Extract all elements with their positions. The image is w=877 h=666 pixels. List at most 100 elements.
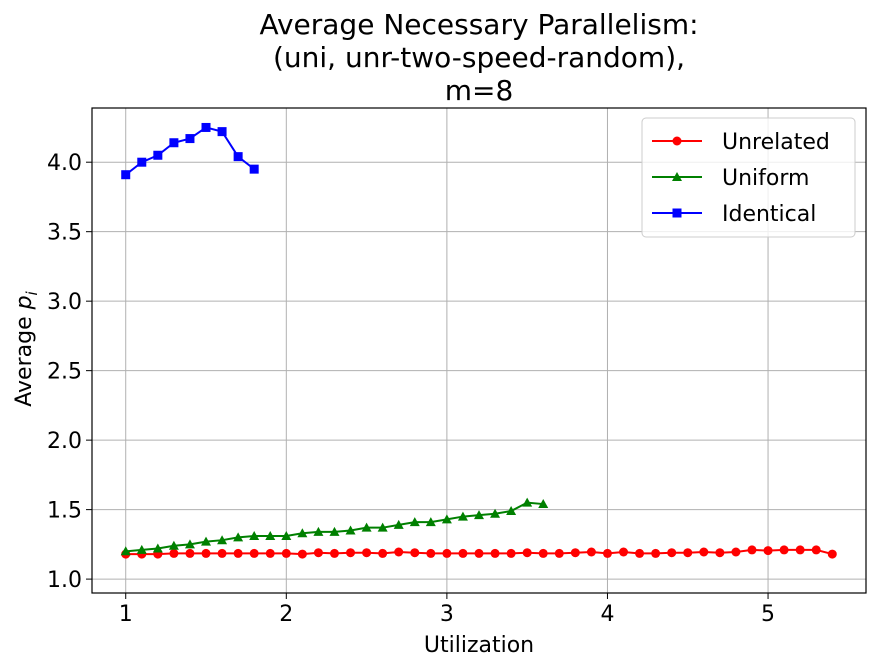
data-point-unrelated <box>490 548 500 558</box>
legend-label-unrelated: Unrelated <box>722 130 830 155</box>
data-point-uniform <box>184 539 195 549</box>
x-tick-label: 4 <box>600 602 614 627</box>
data-point-unrelated <box>683 548 693 558</box>
x-tick-label: 3 <box>440 602 454 627</box>
series-unrelated <box>121 545 837 559</box>
data-point-unrelated <box>329 548 339 558</box>
data-point-identical <box>233 152 243 162</box>
chart-title: Average Necessary Parallelism: (uni, unr… <box>259 8 698 107</box>
y-tick-label: 1.0 <box>47 568 82 593</box>
data-point-uniform <box>522 497 533 507</box>
data-point-unrelated <box>410 548 420 558</box>
data-point-identical <box>169 138 179 148</box>
data-point-unrelated <box>362 548 372 558</box>
data-point-unrelated <box>619 547 629 557</box>
data-point-unrelated <box>699 547 709 557</box>
y-tick-label: 1.5 <box>47 499 82 524</box>
data-point-unrelated <box>506 548 516 558</box>
data-point-unrelated <box>747 545 757 555</box>
series-layer <box>120 122 837 559</box>
data-point-unrelated <box>635 548 645 558</box>
data-point-unrelated <box>715 548 725 558</box>
data-point-unrelated <box>249 548 259 558</box>
data-point-identical <box>185 134 195 144</box>
data-point-unrelated <box>538 548 548 558</box>
data-point-uniform <box>377 522 388 532</box>
legend-label-uniform: Uniform <box>722 166 809 191</box>
axis-ticks: 1 2 3 4 5 1.0 1.5 2.0 2.5 3.0 3.5 4.0 <box>47 151 775 627</box>
title-line-3: m=8 <box>445 74 514 107</box>
y-tick-label: 3.0 <box>47 290 82 315</box>
legend: Unrelated Uniform Identical <box>641 117 856 238</box>
data-point-unrelated <box>346 548 356 558</box>
x-tick-label: 2 <box>279 602 293 627</box>
legend-item-uniform: Uniform <box>652 166 809 191</box>
data-point-unrelated <box>586 547 596 557</box>
legend-box <box>641 117 856 238</box>
legend-item-identical: Identical <box>652 202 816 227</box>
data-point-uniform <box>490 508 501 518</box>
data-point-unrelated <box>297 549 307 559</box>
data-point-uniform <box>474 510 484 520</box>
legend-label-identical: Identical <box>722 202 816 227</box>
data-point-uniform <box>457 511 468 521</box>
data-point-uniform <box>136 544 147 554</box>
data-point-unrelated <box>169 548 179 558</box>
data-point-unrelated <box>811 545 821 555</box>
y-tick-label: 2.0 <box>47 429 82 454</box>
data-point-unrelated <box>201 548 211 558</box>
data-point-unrelated <box>281 548 291 558</box>
data-point-uniform <box>297 528 308 538</box>
data-point-unrelated <box>217 548 227 558</box>
title-line-2: (uni, unr-two-speed-random), <box>273 41 685 74</box>
data-point-uniform <box>393 519 404 529</box>
data-point-uniform <box>345 525 356 535</box>
data-point-uniform <box>441 514 452 524</box>
data-point-unrelated <box>731 547 741 557</box>
data-point-unrelated <box>763 546 773 556</box>
data-point-unrelated <box>474 548 484 558</box>
data-point-uniform <box>152 543 163 553</box>
grid <box>92 108 866 593</box>
data-point-uniform <box>329 526 340 536</box>
y-axis-label-subscript: i <box>23 290 41 295</box>
legend-item-unrelated: Unrelated <box>652 130 830 155</box>
data-point-identical <box>217 127 227 137</box>
data-point-uniform <box>281 531 292 541</box>
data-point-uniform <box>313 526 324 536</box>
data-point-unrelated <box>378 548 388 558</box>
data-point-unrelated <box>426 548 436 558</box>
x-tick-label: 1 <box>119 602 133 627</box>
data-point-unrelated <box>313 548 323 558</box>
data-point-identical <box>201 122 211 132</box>
data-point-unrelated <box>233 548 243 558</box>
data-point-identical <box>121 170 131 180</box>
legend-marker-identical <box>672 208 682 218</box>
y-axis-label-symbol: p <box>12 295 37 310</box>
data-point-uniform <box>217 535 228 545</box>
data-point-unrelated <box>185 548 195 558</box>
data-point-unrelated <box>667 548 677 558</box>
data-point-uniform <box>168 540 179 550</box>
legend-marker-unrelated <box>672 136 682 146</box>
y-tick-label: 4.0 <box>47 151 82 176</box>
x-tick-label: 5 <box>761 602 775 627</box>
data-point-uniform <box>506 506 517 516</box>
title-line-1: Average Necessary Parallelism: <box>259 8 698 41</box>
series-uniform <box>120 497 549 556</box>
data-point-unrelated <box>795 545 805 555</box>
data-point-uniform <box>120 546 131 556</box>
y-axis-label: Average pi <box>12 290 41 406</box>
data-point-unrelated <box>651 548 661 558</box>
data-point-uniform <box>249 531 260 541</box>
data-point-unrelated <box>554 548 564 558</box>
y-tick-label: 2.5 <box>47 360 82 385</box>
data-point-unrelated <box>779 545 789 555</box>
data-point-unrelated <box>827 549 837 559</box>
y-axis-label-text: Average <box>12 316 37 406</box>
data-point-unrelated <box>394 547 404 557</box>
data-point-uniform <box>538 499 549 509</box>
data-point-identical <box>153 150 163 160</box>
data-point-unrelated <box>442 548 452 558</box>
